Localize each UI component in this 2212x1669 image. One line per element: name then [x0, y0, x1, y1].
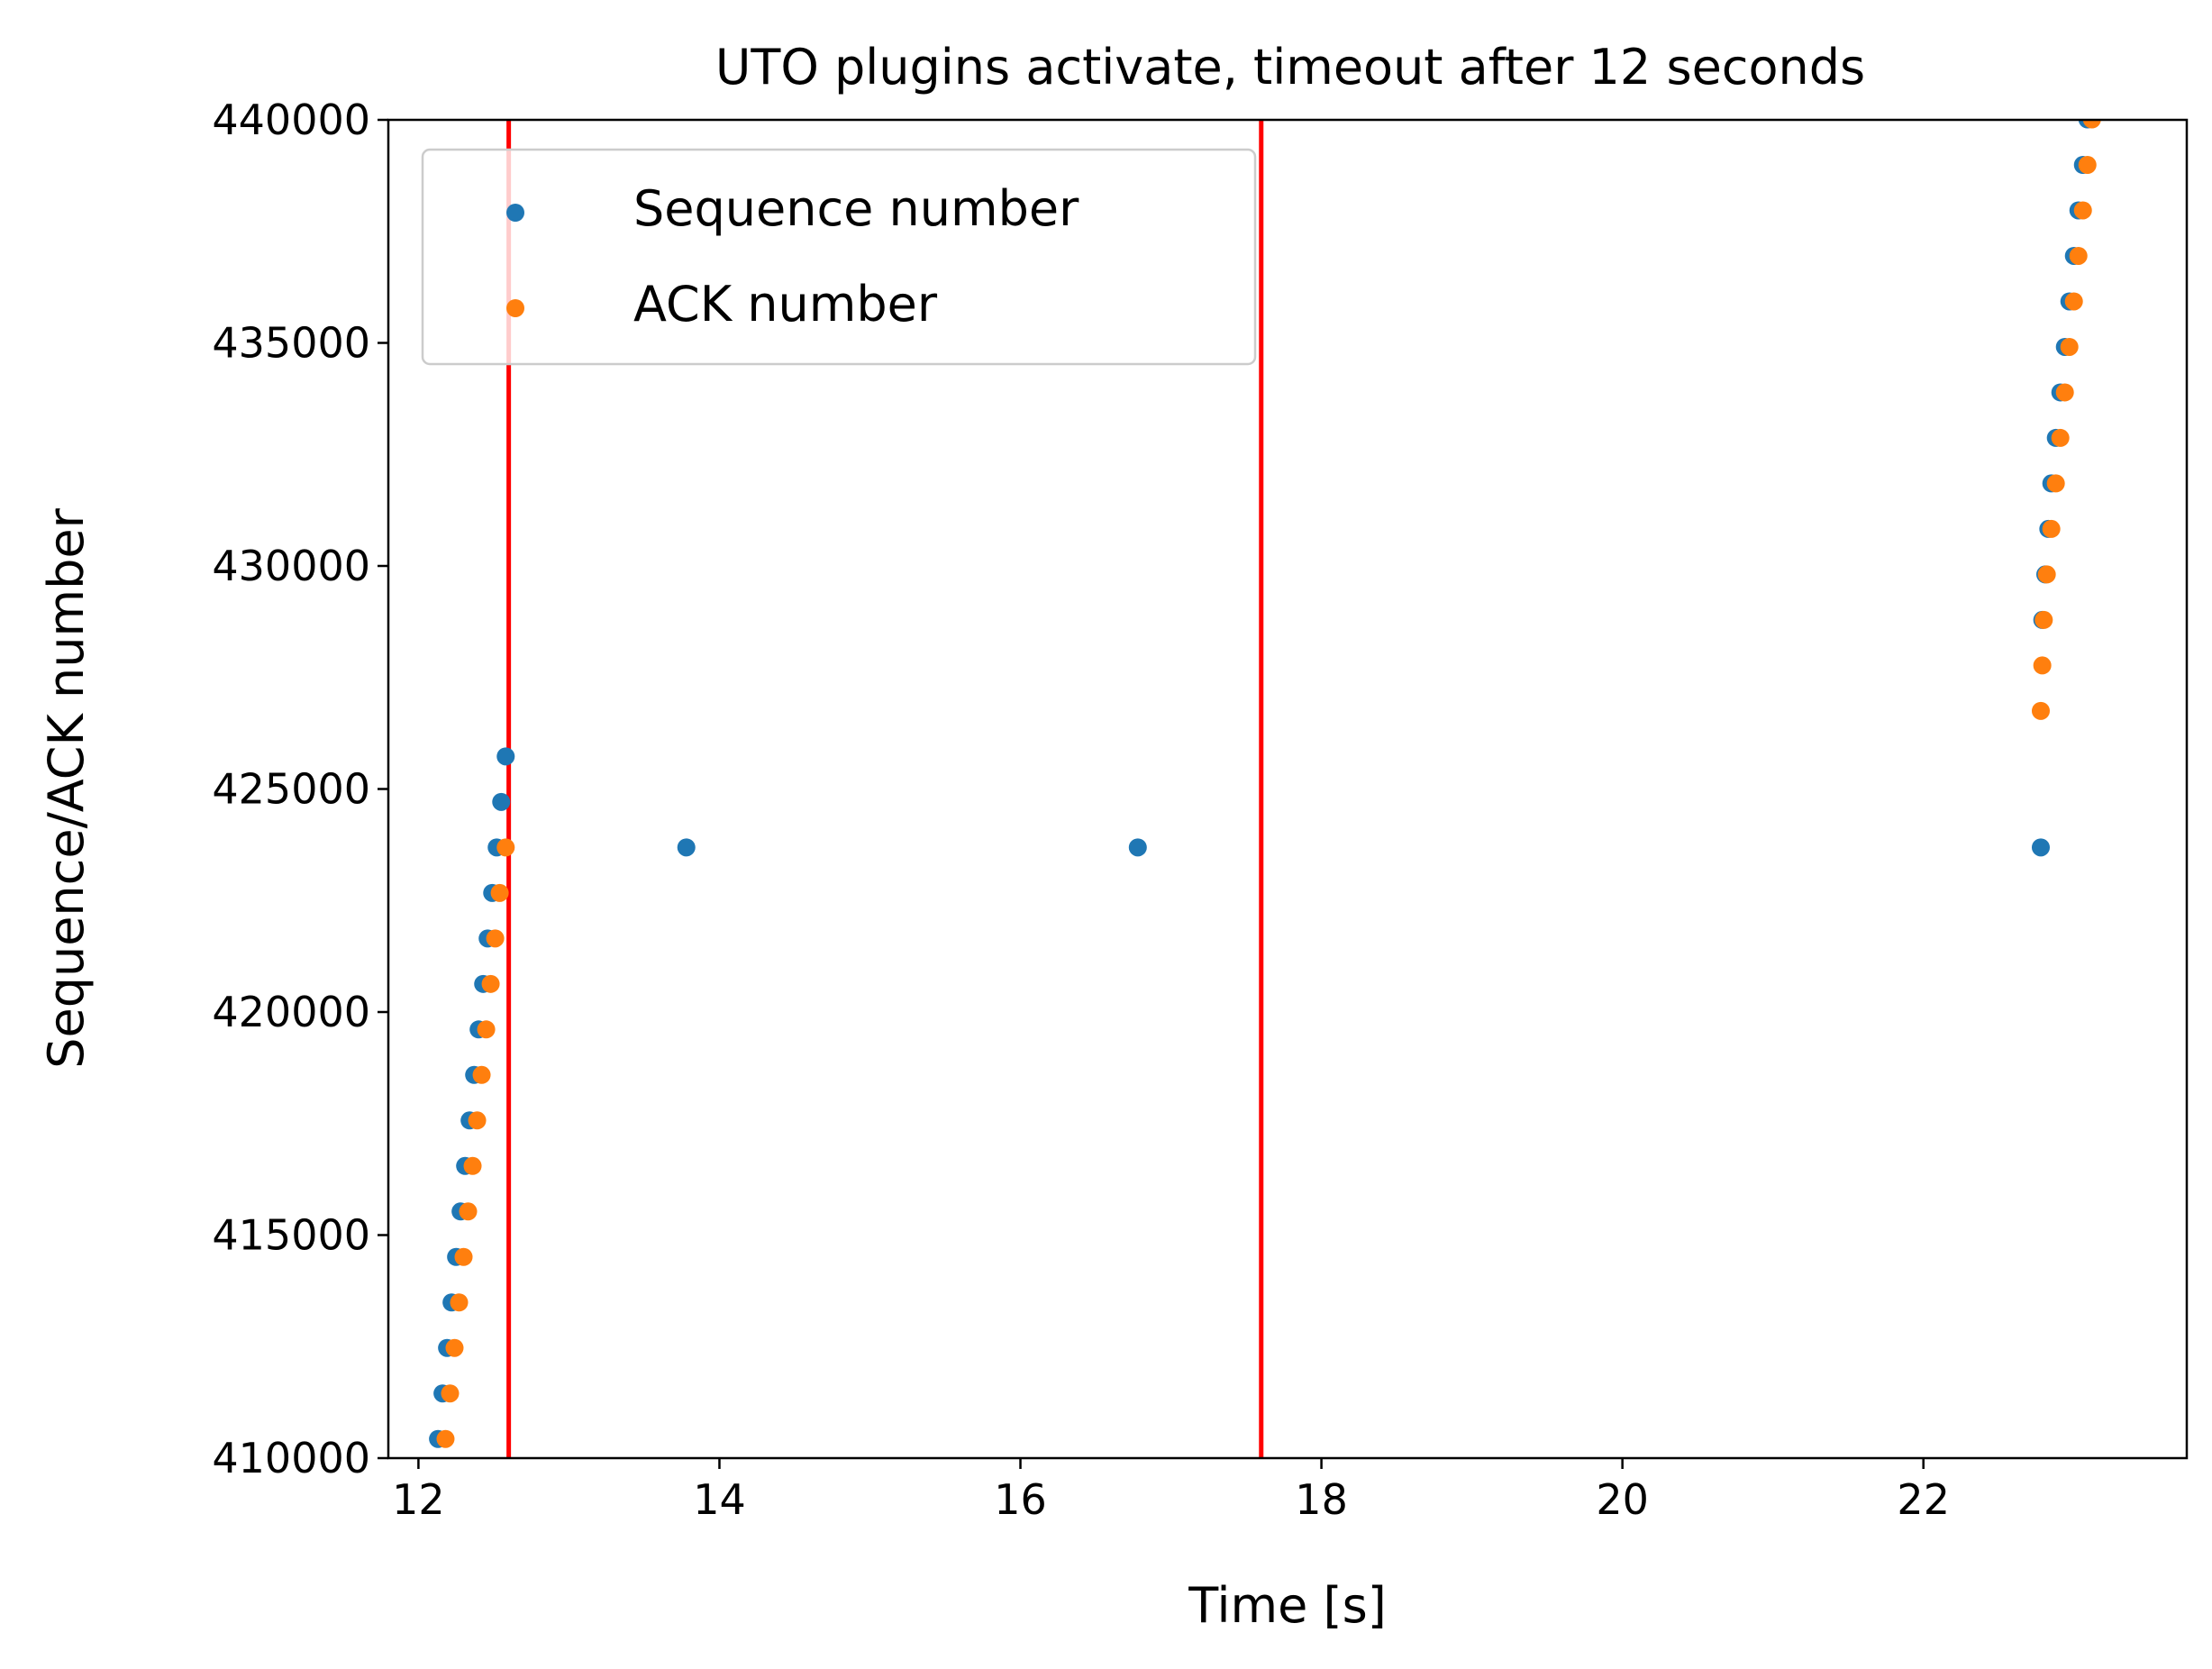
- chart-title: UTO plugins activate, timeout after 12 s…: [715, 39, 1865, 96]
- point-series1-21: [2055, 383, 2074, 402]
- point-series1-6: [463, 1156, 482, 1175]
- point-series1-9: [477, 1020, 496, 1039]
- point-series1-14: [2031, 701, 2050, 720]
- x-tick-label: 16: [994, 1475, 1047, 1524]
- y-axis-ticks: 410000 415000 420000 425000 430000 435000 4400…: [212, 96, 388, 1482]
- point-series1-8: [472, 1065, 491, 1084]
- x-tick-label: 22: [1897, 1475, 1950, 1524]
- x-axis-ticks: 12 14 16 18 20 22: [392, 1458, 1950, 1524]
- point-series1-5: [459, 1202, 478, 1221]
- point-series1-4: [454, 1247, 473, 1266]
- point-series0-16: [677, 838, 696, 857]
- legend-box: [421, 148, 1257, 366]
- x-tick-label: 12: [392, 1475, 445, 1524]
- x-tick-label: 18: [1295, 1475, 1348, 1524]
- point-series1-25: [2073, 201, 2092, 220]
- y-tick-label: 415000: [212, 1211, 370, 1260]
- point-series1-13: [496, 838, 515, 857]
- point-series1-11: [486, 929, 505, 948]
- point-series1-2: [445, 1338, 464, 1357]
- y-tick-label: 425000: [212, 765, 370, 814]
- legend-label-ack: ACK number: [633, 276, 938, 333]
- point-series0-18: [2031, 838, 2050, 857]
- legend: Sequence number ACK number: [421, 148, 1257, 366]
- y-tick-label: 435000: [212, 319, 370, 368]
- point-series0-14: [492, 792, 511, 811]
- point-series0-15: [496, 747, 515, 766]
- data-points: [429, 120, 2101, 1448]
- point-series1-26: [2078, 155, 2097, 174]
- y-tick-label: 440000: [212, 96, 370, 144]
- point-series1-3: [450, 1293, 469, 1312]
- point-series1-20: [2051, 428, 2070, 447]
- y-tick-label: 420000: [212, 988, 370, 1036]
- point-series1-7: [468, 1111, 487, 1130]
- point-series1-19: [2046, 474, 2065, 493]
- x-tick-label: 20: [1596, 1475, 1649, 1524]
- point-series1-10: [481, 974, 500, 993]
- legend-label-sequence: Sequence number: [633, 180, 1079, 237]
- point-series1-27: [2082, 120, 2101, 129]
- point-series1-17: [2037, 565, 2056, 584]
- y-axis-label: Sequence/ACK number: [38, 507, 95, 1068]
- point-series1-23: [2064, 292, 2083, 311]
- point-series1-18: [2042, 519, 2061, 538]
- point-series1-15: [2033, 656, 2052, 675]
- y-tick-label: 430000: [212, 542, 370, 590]
- legend-marker-ack: [506, 299, 524, 317]
- point-series1-22: [2060, 337, 2079, 356]
- point-series1-0: [436, 1429, 455, 1448]
- y-tick-label: 410000: [212, 1434, 370, 1482]
- point-series0-17: [1128, 838, 1147, 857]
- x-tick-label: 14: [693, 1475, 746, 1524]
- legend-marker-sequence: [506, 204, 524, 222]
- point-series1-1: [441, 1384, 460, 1403]
- point-series1-16: [2034, 610, 2053, 629]
- x-axis-label: Time [s]: [1188, 1577, 1387, 1634]
- point-series1-12: [490, 883, 509, 902]
- point-series1-24: [2069, 246, 2088, 265]
